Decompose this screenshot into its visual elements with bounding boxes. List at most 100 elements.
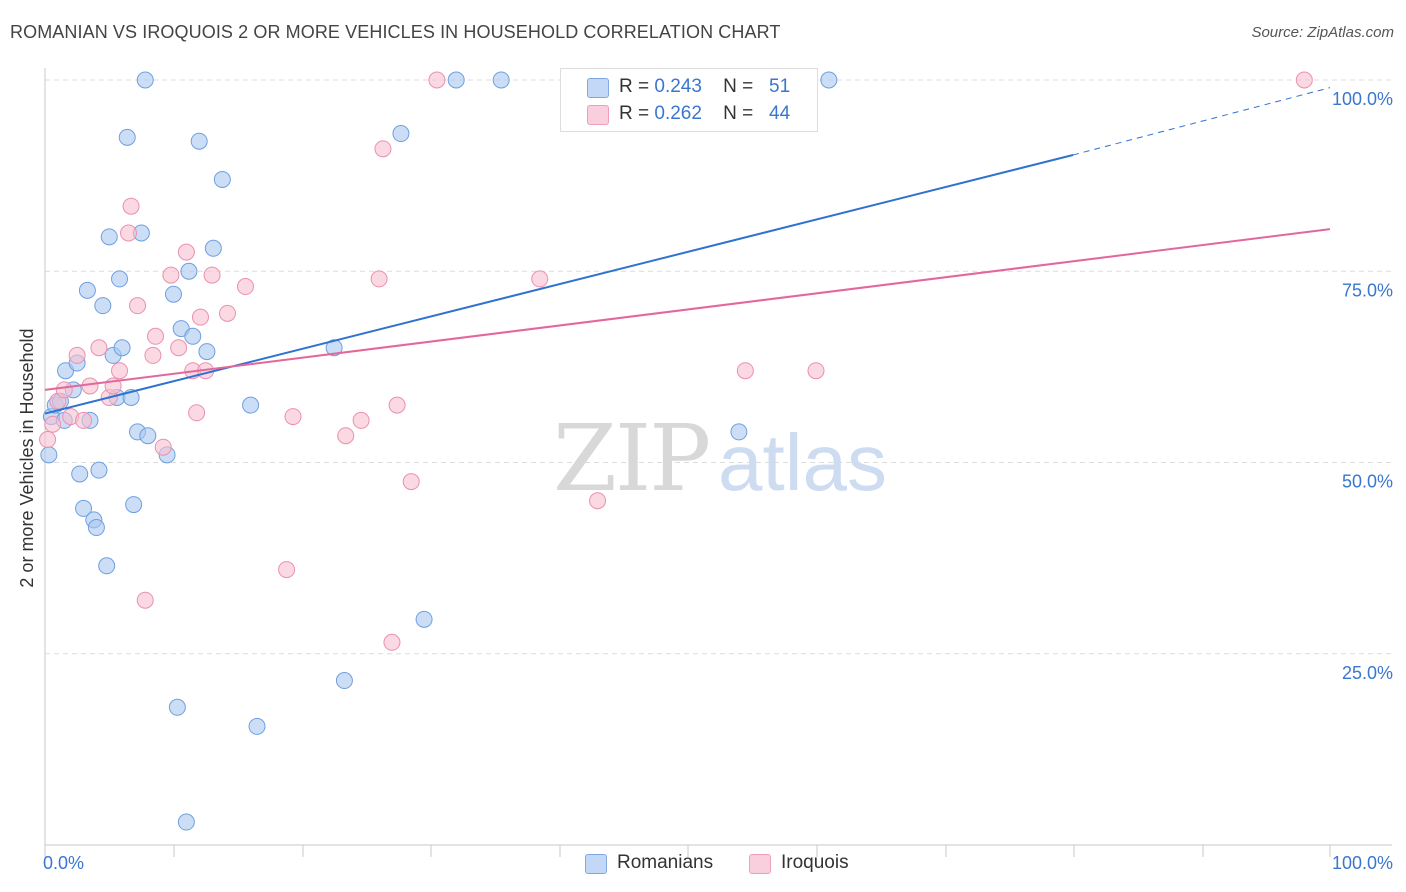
romanians-point — [177, 813, 195, 831]
iroquois-point — [191, 308, 209, 326]
y-tick-label: 25.0% — [1342, 663, 1393, 683]
romanians-point — [190, 132, 208, 150]
y-tick-label: 75.0% — [1342, 280, 1393, 300]
romanians-point — [335, 672, 353, 690]
romanians-point — [87, 519, 105, 537]
iroquois-point — [531, 270, 549, 288]
iroquois-point — [162, 266, 180, 284]
iroquois-point — [589, 492, 607, 510]
romanians-point — [168, 698, 186, 716]
romanians-point — [392, 125, 410, 143]
iroquois-point — [81, 377, 99, 395]
iroquois-point — [284, 408, 302, 426]
trend-lines — [44, 87, 1331, 415]
iroquois-point — [370, 270, 388, 288]
iroquois-point — [1295, 71, 1313, 89]
iroquois-point — [120, 224, 138, 242]
romanians-r-label: R = — [619, 76, 650, 97]
iroquois-point — [374, 140, 392, 158]
iroquois-n-label: N = — [723, 103, 754, 124]
romanians-point — [113, 339, 131, 357]
y-axis-label: 2 or more Vehicles in Household — [17, 328, 37, 587]
romanians-point — [165, 285, 182, 303]
romanians-point — [75, 499, 93, 517]
iroquois-point — [90, 339, 108, 357]
source-label: Source: ZipAtlas.com — [1251, 24, 1394, 41]
iroquois-point — [122, 197, 140, 215]
romanians-point — [94, 297, 112, 315]
romanians-point — [125, 496, 143, 514]
iroquois-point — [203, 266, 221, 284]
iroquois-point — [278, 561, 296, 579]
iroquois-legend-swatch — [749, 854, 771, 874]
y-tick-label: 100.0% — [1332, 89, 1393, 109]
romanians-point — [40, 446, 58, 464]
iroquois-point — [402, 473, 420, 491]
iroquois-r-value: 0.262 — [654, 103, 702, 124]
romanians-point — [447, 71, 465, 89]
tick-labels: 25.0% 50.0% 75.0% 100.0% 0.0% 100.0% 2 or more… — [17, 89, 1393, 873]
iroquois-point — [44, 415, 62, 433]
correlation-legend: R = 0.243 N = 51 R = 0.262 N = 44 — [560, 68, 818, 132]
romanians-point — [730, 423, 748, 441]
romanians-point — [213, 170, 231, 188]
romanians-point — [118, 128, 136, 146]
romanians-point — [100, 228, 118, 246]
romanians-point — [111, 270, 129, 288]
iroquois-point — [807, 362, 825, 380]
grid-lines — [45, 79, 1392, 655]
romanians-r-value: 0.243 — [654, 76, 702, 97]
iroquois-n-value: 44 — [769, 103, 791, 124]
iroquois-point — [154, 438, 172, 456]
iroquois-point — [147, 327, 165, 345]
romanians-points — [40, 71, 838, 831]
romanians-point — [184, 327, 202, 345]
romanians-swatch — [587, 78, 609, 98]
romanians-point — [204, 239, 222, 257]
iroquois-point — [428, 71, 446, 89]
romanians-point — [71, 465, 89, 483]
romanians-point — [492, 71, 510, 89]
iroquois-point — [352, 411, 370, 429]
romanians-point — [242, 396, 260, 414]
iroquois-point — [129, 297, 147, 315]
iroquois-swatch — [587, 105, 609, 125]
romanians-point — [198, 343, 216, 361]
iroquois-point — [337, 427, 355, 445]
iroquois-point — [170, 339, 188, 357]
romanians-legend-label: Romanians — [617, 852, 714, 873]
x-tick-label: 100.0% — [1332, 853, 1393, 873]
iroquois-point — [177, 243, 195, 261]
romanians-point — [820, 71, 838, 89]
watermark: ZIP atlas — [553, 405, 887, 512]
iroquois-trend-line — [44, 228, 1331, 391]
romanians-n-value: 51 — [769, 76, 791, 97]
x-tick-label: 0.0% — [43, 853, 84, 873]
iroquois-point — [388, 396, 406, 414]
iroquois-point — [111, 362, 129, 380]
watermark-zip: ZIP — [553, 405, 709, 512]
romanians-legend-swatch — [585, 854, 607, 874]
iroquois-point — [55, 381, 73, 399]
iroquois-points — [39, 71, 1313, 651]
iroquois-point — [188, 404, 206, 422]
iroquois-point — [736, 362, 754, 380]
iroquois-point — [39, 431, 57, 449]
iroquois-point — [218, 304, 236, 322]
romanians-point — [78, 281, 96, 299]
romanians-point — [98, 557, 116, 575]
iroquois-point — [236, 278, 254, 296]
romanians-point — [180, 262, 198, 280]
iroquois-point — [75, 411, 93, 429]
romanians-point — [136, 71, 154, 89]
romanians-point — [139, 427, 157, 445]
romanians-point — [325, 339, 343, 357]
chart-title: ROMANIAN VS IROQUOIS 2 OR MORE VEHICLES … — [10, 22, 781, 42]
romanians-point — [90, 461, 108, 479]
iroquois-r-label: R = — [619, 103, 650, 124]
y-tick-label: 50.0% — [1342, 472, 1393, 492]
romanians-n-label: N = — [723, 76, 754, 97]
iroquois-legend-label: Iroquois — [781, 852, 849, 873]
romanians-point — [415, 610, 433, 628]
